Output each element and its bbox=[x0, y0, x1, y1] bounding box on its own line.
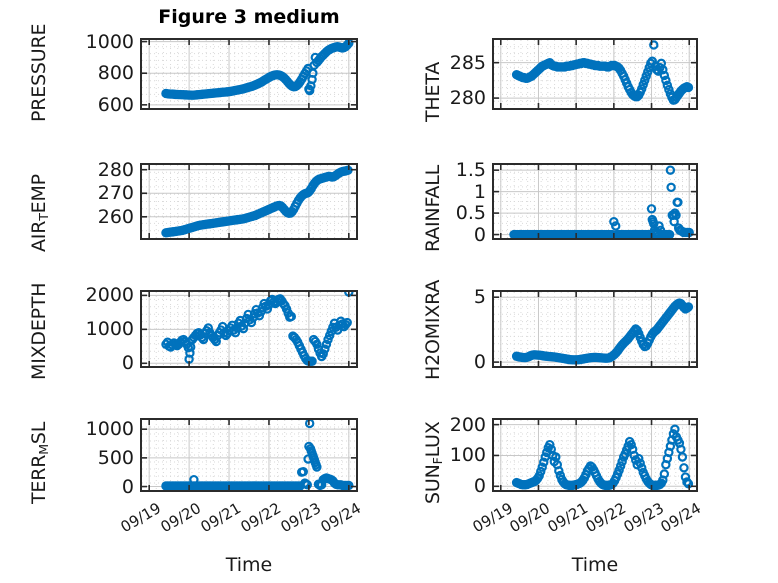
ytick-label-sun_flux: 100 bbox=[449, 444, 486, 467]
plot-area-h2omixra bbox=[492, 290, 698, 368]
ylabel-theta: THETA bbox=[422, 61, 444, 122]
ylabel-mixdepth: MIXDEPTH bbox=[28, 282, 50, 380]
plot-area-mixdepth bbox=[140, 290, 358, 368]
xaxis-label: Time bbox=[225, 554, 273, 576]
minor-gridlines-rainfall bbox=[494, 165, 696, 238]
plot-area-terr_msl bbox=[140, 418, 358, 492]
plot-canvas-air_temp bbox=[142, 165, 356, 238]
plot-area-pressure bbox=[140, 38, 358, 110]
plot-canvas-rainfall bbox=[494, 165, 696, 238]
ytick-label-air_temp: 280 bbox=[97, 158, 134, 181]
plot-canvas-sun_flux bbox=[494, 420, 696, 490]
ytick-label-air_temp: 270 bbox=[97, 182, 134, 205]
ylabel-pressure: PRESSURE bbox=[28, 23, 50, 122]
ytick-label-h2omixra: 5 bbox=[473, 286, 486, 309]
ytick-label-pressure: 1000 bbox=[85, 30, 134, 53]
ytick-label-theta: 285 bbox=[449, 51, 486, 74]
data-series-air_temp bbox=[161, 165, 353, 238]
major-gridlines-pressure bbox=[142, 40, 356, 108]
tick-marks-h2omixra bbox=[494, 292, 696, 366]
plot-canvas-theta bbox=[494, 40, 696, 108]
ylabel-terr_msl: TERRMSL bbox=[28, 421, 51, 504]
tick-marks-air_temp bbox=[142, 165, 356, 238]
data-series-sun_flux bbox=[511, 424, 694, 490]
xaxis-label: Time bbox=[571, 554, 619, 576]
ytick-label-air_temp: 260 bbox=[97, 205, 134, 228]
ytick-label-rainfall: 1.5 bbox=[455, 159, 486, 182]
ytick-label-mixdepth: 1000 bbox=[85, 318, 134, 341]
tick-marks-mixdepth bbox=[142, 292, 356, 366]
ytick-label-h2omixra: 0 bbox=[473, 351, 486, 374]
plot-area-theta bbox=[492, 38, 698, 110]
plot-canvas-pressure bbox=[142, 40, 356, 108]
tick-marks-theta bbox=[494, 40, 696, 108]
ytick-label-mixdepth: 2000 bbox=[85, 284, 134, 307]
tick-marks-terr_msl bbox=[142, 420, 356, 490]
ylabel-air_temp: AIRTEMP bbox=[28, 174, 51, 252]
figure-title: Figure 3 medium bbox=[158, 6, 340, 28]
ytick-label-rainfall: 1 bbox=[473, 180, 486, 203]
plot-canvas-mixdepth bbox=[142, 292, 356, 366]
major-gridlines-air_temp bbox=[142, 165, 356, 238]
plot-canvas-terr_msl bbox=[142, 420, 356, 490]
data-series-rainfall bbox=[509, 165, 694, 238]
ytick-label-pressure: 800 bbox=[97, 62, 134, 85]
data-series-theta bbox=[511, 40, 694, 105]
ytick-label-terr_msl: 0 bbox=[121, 475, 134, 498]
ytick-label-rainfall: 0 bbox=[473, 223, 486, 246]
ytick-label-sun_flux: 0 bbox=[473, 475, 486, 498]
data-series-h2omixra bbox=[511, 298, 694, 365]
tick-marks-sun_flux bbox=[494, 420, 696, 490]
ylabel-h2omixra: H2OMIXRA bbox=[422, 279, 444, 380]
ytick-label-pressure: 600 bbox=[97, 93, 134, 116]
plot-canvas-h2omixra bbox=[494, 292, 696, 366]
ytick-label-terr_msl: 1000 bbox=[85, 418, 134, 441]
plot-area-air_temp bbox=[140, 163, 358, 240]
tick-marks-rainfall bbox=[494, 165, 696, 238]
ytick-label-terr_msl: 500 bbox=[97, 446, 134, 469]
data-series-pressure bbox=[161, 40, 354, 100]
ytick-label-rainfall: 0.5 bbox=[455, 202, 486, 225]
plot-area-rainfall bbox=[492, 163, 698, 240]
minor-gridlines-h2omixra bbox=[494, 292, 696, 366]
ytick-label-theta: 280 bbox=[449, 87, 486, 110]
ytick-label-mixdepth: 0 bbox=[121, 352, 134, 375]
ylabel-rainfall: RAINFALL bbox=[422, 165, 444, 252]
ylabel-sun_flux: SUNFLUX bbox=[422, 421, 445, 504]
data-series-mixdepth bbox=[161, 292, 354, 366]
ytick-label-sun_flux: 200 bbox=[449, 413, 486, 436]
data-series-terr_msl bbox=[161, 420, 354, 490]
tick-marks-pressure bbox=[142, 40, 356, 108]
plot-area-sun_flux bbox=[492, 418, 698, 492]
